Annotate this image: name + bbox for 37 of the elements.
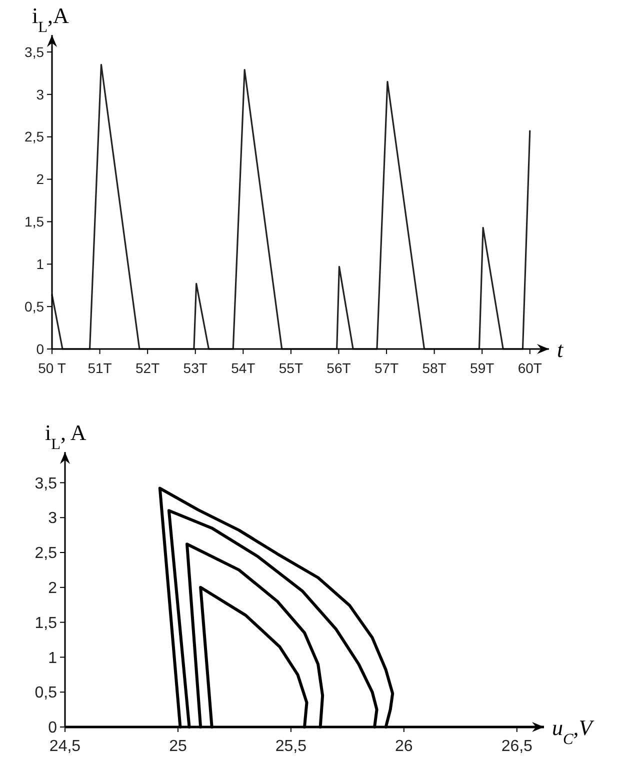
x-tick-label: 52T: [136, 360, 160, 376]
y-tick-label: 0,5: [34, 684, 58, 702]
x-tick-label: 60T: [518, 360, 542, 376]
x-axis-title: t: [557, 337, 564, 362]
x-axis-title: u$_{C}$,V: [552, 715, 595, 748]
y-tick-label: 0: [48, 720, 58, 737]
y-tick-label: 3,5: [34, 475, 58, 492]
y-tick-label: 2,5: [24, 128, 44, 145]
x-tick-label: 50 T: [38, 360, 66, 376]
x-tick-label: 58T: [422, 360, 447, 376]
y-tick-label: 1: [48, 650, 58, 667]
y-axis-title: i$_{L}$,A: [32, 3, 70, 36]
y-tick-label: 2: [36, 171, 44, 188]
x-tick-label: 25: [169, 738, 187, 755]
x-tick-label: 51T: [88, 360, 112, 376]
x-tick-label: 26: [395, 738, 413, 755]
x-tick-label: 25,5: [275, 738, 307, 755]
y-tick-label: 3: [48, 510, 58, 528]
y-axis-title: i$_{L}$, A: [45, 420, 86, 452]
x-tick-label: 54T: [231, 360, 256, 376]
x-tick-label: 59T: [470, 360, 495, 376]
x-tick-label: 24,5: [49, 738, 81, 755]
y-tick-label: 1,5: [34, 614, 58, 632]
y-tick-label: 0,5: [24, 298, 44, 314]
line-series: [51, 64, 531, 350]
y-tick-label: 0: [36, 340, 44, 357]
y-tick-label: 3,5: [24, 44, 44, 60]
y-tick-label: 1,5: [24, 214, 44, 230]
x-tick-label: 26,5: [501, 738, 533, 755]
y-tick-label: 1: [36, 256, 44, 272]
y-tick-label: 3: [36, 86, 44, 102]
x-tick-label: 55T: [278, 360, 304, 376]
y-tick-label: 2,5: [34, 545, 58, 562]
x-tick-label: 53T: [183, 360, 208, 376]
y-tick-label: 2: [48, 580, 58, 598]
x-tick-label: 56T: [326, 360, 352, 376]
x-tick-label: 57T: [374, 360, 400, 376]
